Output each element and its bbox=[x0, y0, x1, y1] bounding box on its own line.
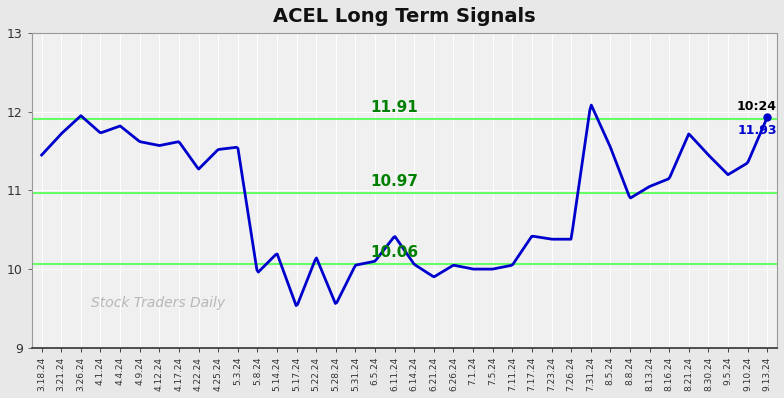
Text: 10:24: 10:24 bbox=[737, 100, 777, 113]
Text: 11.93: 11.93 bbox=[738, 123, 777, 137]
Text: Stock Traders Daily: Stock Traders Daily bbox=[92, 296, 226, 310]
Text: 10.06: 10.06 bbox=[371, 246, 419, 260]
Title: ACEL Long Term Signals: ACEL Long Term Signals bbox=[273, 7, 535, 26]
Text: 11.91: 11.91 bbox=[371, 100, 419, 115]
Text: 10.97: 10.97 bbox=[371, 174, 419, 189]
